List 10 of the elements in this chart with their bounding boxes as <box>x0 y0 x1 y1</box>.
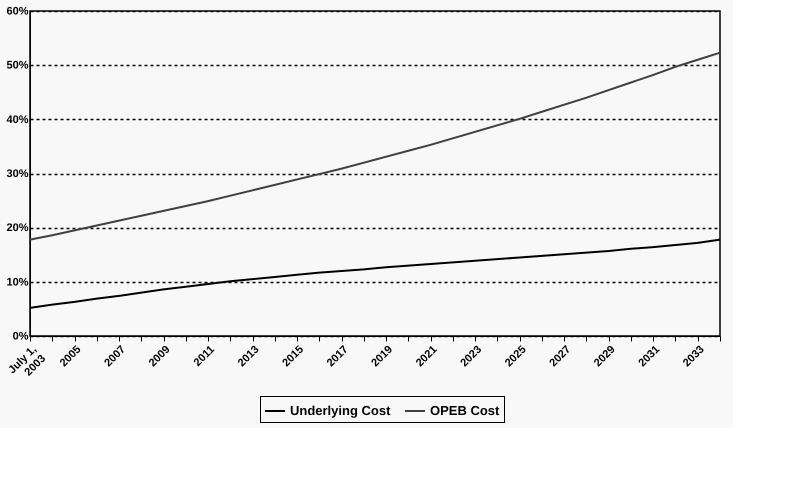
y-tick-label: 50% <box>6 60 29 72</box>
y-tick-label: 30% <box>6 168 29 180</box>
legend-label: OPEB Cost <box>430 403 500 418</box>
y-tick-label: 20% <box>6 222 29 234</box>
y-tick-label: 0% <box>12 330 29 342</box>
y-tick-label: 10% <box>6 276 29 288</box>
y-tick-label: 60% <box>6 6 29 18</box>
line-series <box>29 52 721 241</box>
legend-label: Underlying Cost <box>290 403 392 418</box>
y-tick-label: 40% <box>6 114 29 126</box>
